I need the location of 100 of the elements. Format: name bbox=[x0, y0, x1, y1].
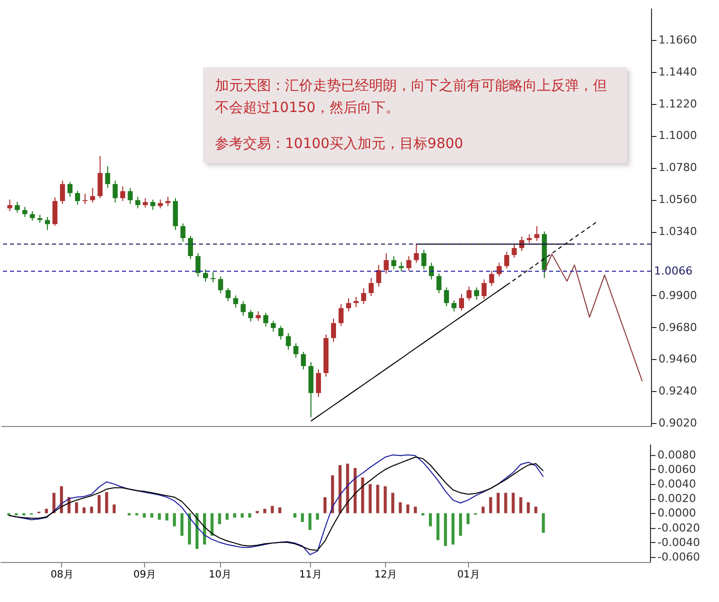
y-tick-label: 0.0000 bbox=[658, 506, 696, 520]
bar bbox=[406, 504, 410, 514]
bar bbox=[459, 513, 462, 536]
candlestick bbox=[256, 310, 261, 322]
candlestick bbox=[338, 304, 344, 326]
candlestick bbox=[226, 288, 231, 302]
bar bbox=[384, 486, 387, 514]
bar bbox=[436, 513, 440, 540]
bar bbox=[519, 497, 522, 514]
bar bbox=[105, 492, 108, 514]
candlestick bbox=[263, 312, 268, 328]
candlestick bbox=[270, 320, 276, 332]
y-tick-label: 1.1440 bbox=[658, 65, 697, 78]
x-tick-label: 11月 bbox=[299, 570, 322, 580]
bar bbox=[188, 513, 191, 545]
candlestick bbox=[482, 278, 487, 300]
bar bbox=[346, 464, 350, 514]
candlestick bbox=[196, 252, 200, 278]
candlestick bbox=[90, 187, 96, 203]
candlestick bbox=[504, 251, 510, 270]
candlestick bbox=[300, 351, 306, 370]
bar bbox=[398, 502, 402, 514]
candlestick bbox=[203, 268, 208, 282]
y-tick-label: 0.9460 bbox=[658, 352, 697, 366]
bar bbox=[270, 506, 274, 514]
candlestick bbox=[376, 264, 382, 288]
candlestick bbox=[105, 166, 110, 188]
x-tick-label: 08月 bbox=[50, 570, 74, 580]
candlestick bbox=[391, 256, 396, 270]
y-tick-label: 1.0340 bbox=[658, 225, 697, 238]
y-tick-label: 0.9240 bbox=[658, 384, 697, 398]
y-tick-label: -0.0060 bbox=[658, 550, 700, 564]
y-tick-label: -0.0040 bbox=[658, 536, 700, 549]
candlestick bbox=[165, 196, 170, 207]
bar bbox=[512, 492, 515, 514]
y-tick-label: 0.9020 bbox=[658, 416, 697, 430]
bar bbox=[376, 484, 380, 514]
bar bbox=[542, 513, 545, 533]
candlestick bbox=[44, 216, 50, 231]
bar bbox=[226, 513, 229, 520]
bar bbox=[300, 513, 304, 522]
bar bbox=[361, 478, 364, 514]
bar bbox=[526, 502, 530, 514]
candlestick bbox=[22, 206, 28, 218]
y-tick-label: 1.1660 bbox=[658, 33, 697, 46]
candlestick bbox=[218, 276, 224, 294]
candlestick bbox=[466, 286, 472, 301]
bar bbox=[482, 506, 485, 514]
candlestick bbox=[444, 286, 449, 307]
candlestick bbox=[398, 261, 404, 272]
bar bbox=[75, 502, 78, 514]
y-tick-label: 0.0080 bbox=[658, 448, 696, 462]
y-tick-label: -0.0020 bbox=[658, 521, 700, 534]
candlestick bbox=[452, 300, 456, 312]
y-tick-label: 0.9900 bbox=[658, 288, 697, 302]
bar bbox=[278, 507, 282, 514]
bar bbox=[316, 513, 319, 520]
candlestick bbox=[128, 187, 133, 204]
x-tick-label: 12月 bbox=[374, 570, 398, 580]
candlestick bbox=[75, 190, 80, 206]
bar bbox=[150, 513, 154, 518]
candlestick bbox=[135, 196, 140, 209]
bar bbox=[142, 513, 146, 518]
bar bbox=[158, 513, 161, 520]
candlestick bbox=[316, 368, 321, 398]
bar bbox=[90, 506, 94, 514]
x-tick-label: 01月 bbox=[457, 570, 480, 580]
bar bbox=[368, 484, 372, 514]
candlestick bbox=[368, 277, 374, 297]
candlestick bbox=[406, 256, 412, 272]
bar bbox=[196, 513, 198, 549]
bar bbox=[218, 513, 222, 524]
candlestick bbox=[459, 293, 464, 312]
candlestick bbox=[428, 262, 434, 280]
bar bbox=[180, 513, 184, 536]
candlestick bbox=[30, 210, 35, 222]
candlestick bbox=[414, 244, 419, 264]
candlestick bbox=[384, 252, 389, 274]
bar bbox=[331, 475, 334, 514]
y-tick-label: 1.1000 bbox=[658, 129, 697, 142]
y-tick-label: 1.1220 bbox=[658, 97, 697, 110]
x-tick-label: 10月 bbox=[208, 570, 232, 580]
bar bbox=[466, 513, 470, 524]
bar bbox=[324, 497, 326, 514]
annotation: 加元天图：汇价走势已经明朗，向下之前有可能略向上反弹，但不会超过10150，然后向下。 bbox=[215, 77, 608, 118]
candlestick bbox=[120, 186, 126, 202]
candlestick bbox=[248, 309, 254, 322]
candlestick bbox=[82, 193, 88, 204]
candlestick bbox=[210, 272, 216, 283]
candlestick bbox=[354, 296, 359, 308]
ref-line-label: 1.0066 bbox=[654, 264, 692, 278]
candlestick bbox=[60, 180, 65, 204]
bar bbox=[504, 492, 508, 514]
candlestick bbox=[7, 199, 12, 212]
bar bbox=[414, 506, 417, 514]
candlestick bbox=[188, 235, 193, 260]
bar bbox=[308, 513, 312, 530]
bar bbox=[203, 513, 206, 545]
candlestick bbox=[68, 182, 72, 198]
candlestick bbox=[331, 318, 336, 342]
